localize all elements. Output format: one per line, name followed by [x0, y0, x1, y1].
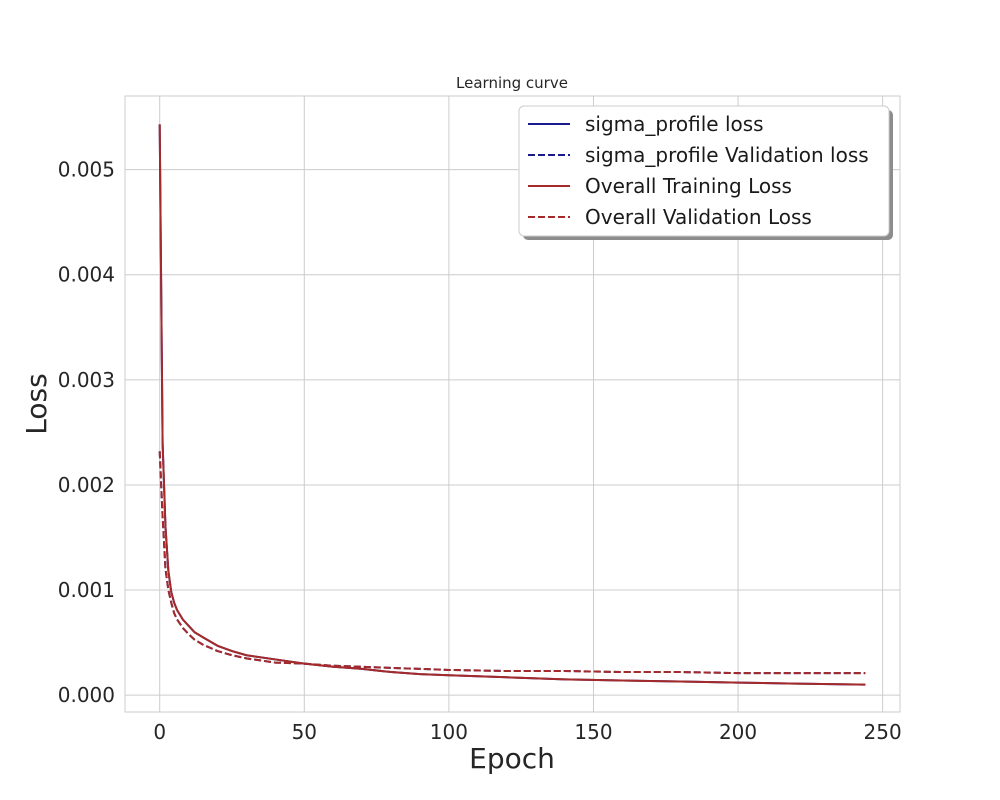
legend: sigma_profile loss sigma_profile Validati…	[518, 105, 893, 240]
y-tick-label: 0.003	[58, 368, 115, 392]
x-axis-ticks: 0 50 100 150 200 250	[153, 720, 901, 744]
y-tick-label: 0.005	[58, 158, 115, 182]
legend-label-overall-training-loss: Overall Training Loss	[585, 174, 792, 198]
x-tick-label: 100	[430, 720, 468, 744]
x-axis-label: Epoch	[469, 742, 555, 775]
x-tick-label: 0	[153, 720, 166, 744]
x-tick-label: 250	[864, 720, 902, 744]
legend-label-sigma-profile-loss: sigma_profile loss	[585, 112, 764, 136]
chart-title: Learning curve	[456, 74, 568, 92]
x-tick-label: 200	[719, 720, 757, 744]
series-line-overall-validation-loss	[158, 451, 866, 675]
y-axis-label: Loss	[20, 373, 53, 434]
y-tick-label: 0.001	[58, 578, 115, 602]
plot-area-frame	[124, 95, 901, 713]
legend-box	[518, 105, 890, 237]
series-line-overall-training-loss	[158, 124, 866, 686]
legend-label-sigma-profile-validation-loss: sigma_profile Validation loss	[585, 143, 869, 167]
series-lines	[158, 124, 866, 686]
y-tick-label: 0.004	[58, 263, 115, 287]
legend-label-overall-validation-loss: Overall Validation Loss	[585, 205, 812, 229]
y-tick-label: 0.000	[58, 683, 115, 707]
legend-entries: sigma_profile loss sigma_profile Validati…	[528, 112, 869, 229]
y-axis-ticks: 0.000 0.001 0.002 0.003 0.004 0.005	[58, 158, 115, 708]
x-tick-label: 50	[292, 720, 317, 744]
y-tick-label: 0.002	[58, 473, 115, 497]
x-tick-label: 150	[574, 720, 612, 744]
